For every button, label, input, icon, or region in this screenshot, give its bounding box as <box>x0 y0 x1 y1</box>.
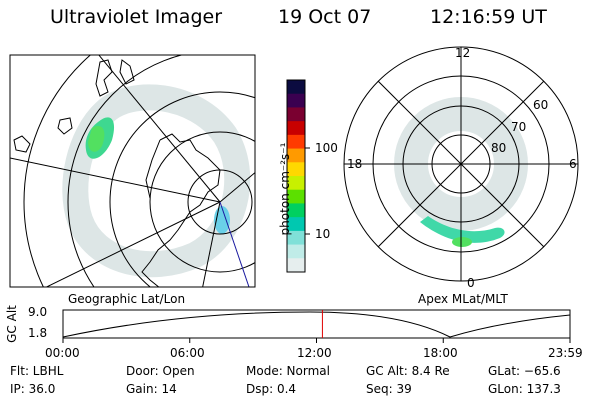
filter-info: Flt: LBHL <box>10 364 64 378</box>
colorbar-segment <box>287 230 305 246</box>
colorbar-segment <box>287 176 305 191</box>
colorbar-unit-label: photon cm⁻²s⁻¹ <box>278 142 292 236</box>
colorbar-segment <box>287 80 305 95</box>
altitude-xtick: 23:59 <box>548 346 583 360</box>
colorbar <box>287 80 310 273</box>
gain-info: Gain: 14 <box>126 382 177 396</box>
mlt-label-6: 6 <box>569 157 577 171</box>
altitude-ylabel: GC Alt <box>5 305 19 343</box>
meridian <box>219 171 255 203</box>
mlt-line-diag <box>377 80 545 248</box>
observation-time: 12:16:59 UT <box>430 6 547 28</box>
colorbar-segment <box>287 203 305 218</box>
mlat-label-60: 60 <box>533 98 549 112</box>
meridian <box>98 55 221 203</box>
colorbar-segment <box>287 189 305 204</box>
latitude-circle <box>67 55 184 287</box>
dsp-info: Dsp: 0.4 <box>246 382 297 396</box>
altitude-xtick: 06:00 <box>170 346 205 360</box>
altitude-ytick: 9.0 <box>28 305 48 319</box>
observation-date: 19 Oct 07 <box>278 6 372 28</box>
colorbar-segment <box>287 217 305 232</box>
mlat-label-80: 80 <box>491 141 507 155</box>
latitude-circle <box>187 169 253 235</box>
altitude-curve <box>62 311 571 338</box>
auroral-oval-emission <box>62 84 251 278</box>
magnetic-polar-plot <box>343 46 579 282</box>
geographic-map <box>10 55 255 287</box>
colorbar-frame <box>286 79 306 273</box>
instrument-title: Ultraviolet Imager <box>50 6 223 28</box>
door-info: Door: Open <box>126 364 195 378</box>
ip-info: IP: 36.0 <box>10 382 56 396</box>
seq-info: Seq: 39 <box>366 382 412 396</box>
colorbar-segment <box>287 93 305 108</box>
coastline <box>13 135 31 153</box>
mlt-label-18: 18 <box>347 157 363 171</box>
glat-info: GLat: −65.6 <box>488 364 561 378</box>
colorbar-segment <box>287 258 305 273</box>
geographic-map-frame <box>9 54 256 288</box>
colorbar-segment <box>287 107 305 122</box>
colorbar-segment <box>287 148 305 163</box>
mode-info: Mode: Normal <box>246 364 330 378</box>
colorbar-segment <box>287 244 305 259</box>
auroral-emission-core <box>88 126 105 152</box>
mlt-label-12: 12 <box>455 46 471 60</box>
altitude-xtick: 12:00 <box>297 346 332 360</box>
right-panel-label: Apex MLat/MLT <box>418 292 508 306</box>
mlat-label-70: 70 <box>511 120 527 134</box>
mlt-label-0: 0 <box>467 276 475 290</box>
latitude-circle <box>149 131 255 273</box>
colorbar-segment <box>287 121 305 136</box>
gc-alt-info: GC Alt: 8.4 Re <box>366 364 450 378</box>
latitude-circle <box>23 55 92 287</box>
meridian <box>45 201 221 287</box>
colorbar-tick-label: 10 <box>315 227 331 241</box>
altitude-xtick: 18:00 <box>423 346 458 360</box>
glon-info: GLon: 137.3 <box>488 382 561 396</box>
latitude-circle <box>109 91 255 287</box>
left-panel-label: Geographic Lat/Lon <box>68 292 186 306</box>
coastline <box>57 117 73 135</box>
colorbar-segment <box>287 162 305 177</box>
meridian <box>10 157 221 203</box>
altitude-ytick: 1.8 <box>28 326 48 340</box>
coastline <box>119 59 135 85</box>
meridian <box>202 201 221 287</box>
coastline <box>145 139 161 199</box>
colorbar-segment <box>287 134 305 150</box>
colorbar-tick-label: 100 <box>315 141 338 155</box>
altitude-x-ticks <box>62 338 571 343</box>
auroral-emission-core <box>452 237 472 247</box>
coastline <box>95 59 113 97</box>
altitude-xtick: 00:00 <box>45 346 80 360</box>
dawn-dusk-line <box>219 201 250 287</box>
auroral-emission-bright-patch <box>420 216 505 243</box>
